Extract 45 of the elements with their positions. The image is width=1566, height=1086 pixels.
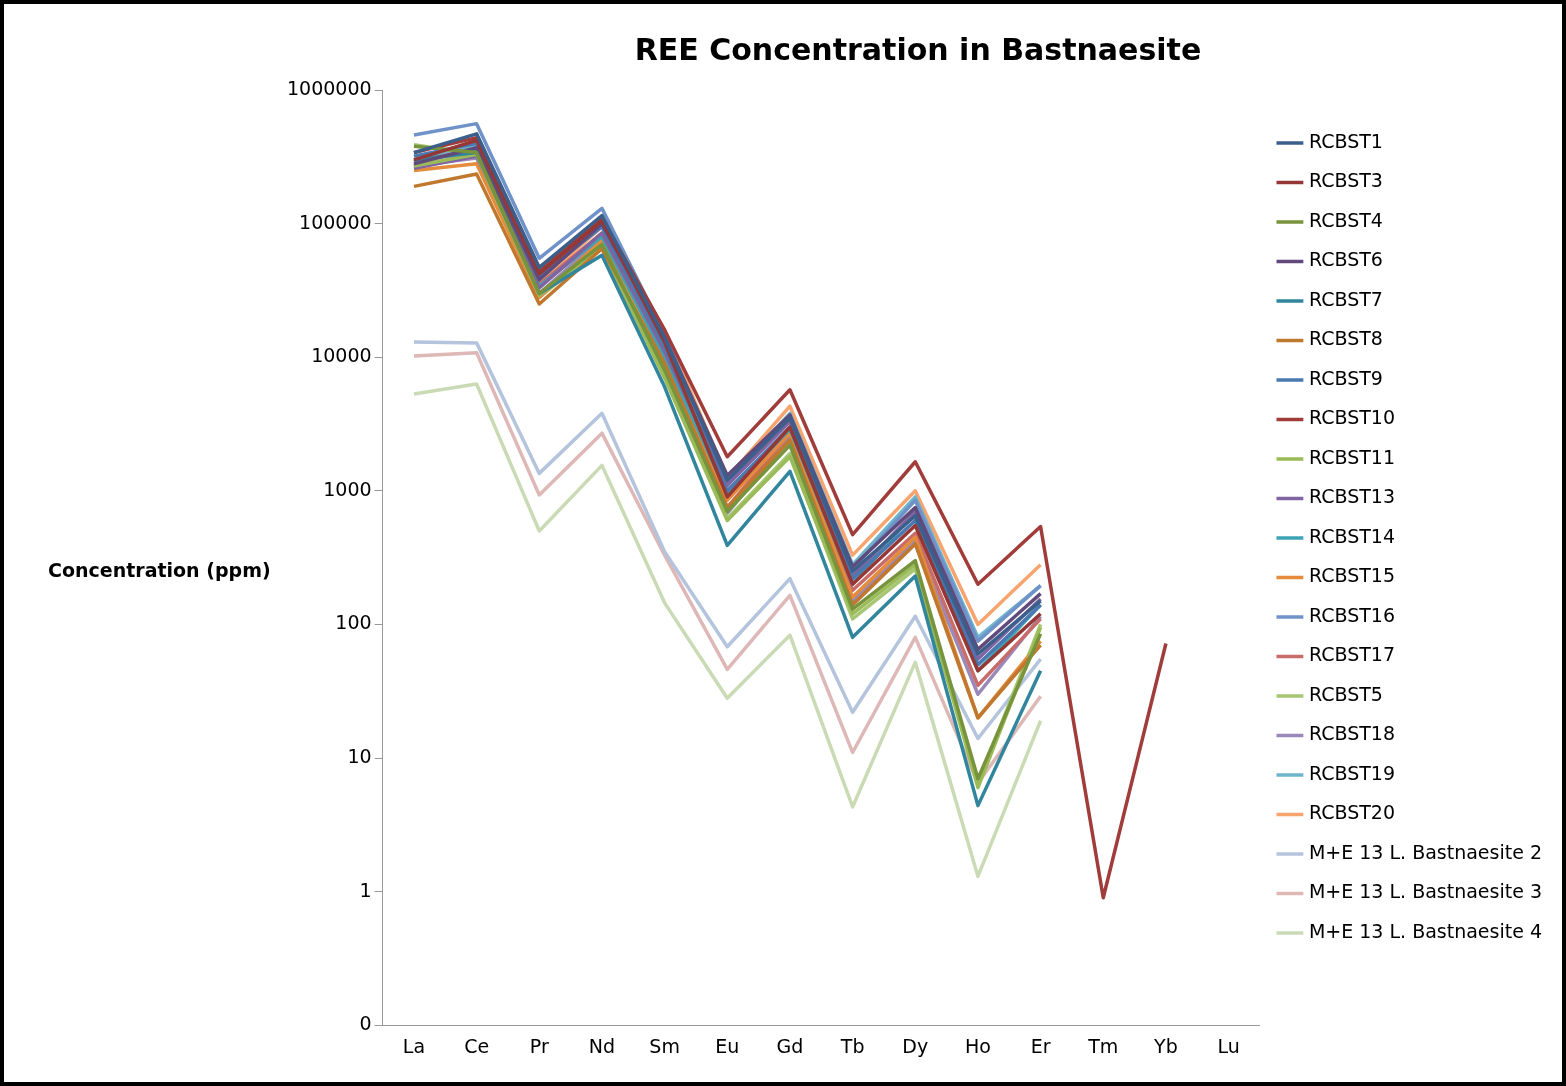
y-tick-label: 100 [335, 611, 372, 634]
legend-label: RCBST13 [1308, 485, 1395, 508]
x-tick-label: Ho [964, 1034, 991, 1057]
x-tick-label: Dy [902, 1034, 929, 1057]
y-tick-label: 100000 [299, 210, 372, 233]
legend-label: RCBST8 [1308, 327, 1383, 350]
legend-label: RCBST10 [1308, 406, 1395, 429]
legend-label: M+E 13 L. Bastnaesite 4 [1308, 919, 1543, 942]
legend-label: RCBST6 [1308, 248, 1383, 271]
x-tick-label: Er [1030, 1034, 1051, 1057]
legend-label: RCBST1 [1308, 129, 1383, 152]
x-tick-label: Tb [839, 1034, 865, 1057]
x-tick-label: Tm [1087, 1034, 1119, 1057]
y-axis-title: Concentration (ppm) [48, 559, 271, 581]
y-tick-label: 10 [347, 744, 372, 767]
x-tick-label: Nd [588, 1034, 616, 1057]
legend-label: RCBST17 [1308, 643, 1395, 666]
x-tick-label: Gd [776, 1034, 804, 1057]
legend-label: RCBST18 [1308, 722, 1395, 745]
legend-label: RCBST14 [1308, 524, 1395, 547]
x-tick-label: Eu [715, 1034, 740, 1057]
y-tick-label: 1000000 [286, 76, 372, 99]
legend-label: M+E 13 L. Bastnaesite 2 [1308, 840, 1543, 863]
legend-label: M+E 13 L. Bastnaesite 3 [1308, 880, 1543, 903]
legend-label: RCBST4 [1308, 208, 1383, 231]
chart-title: REE Concentration in Bastnaesite [634, 31, 1202, 67]
x-tick-label: Lu [1217, 1034, 1240, 1057]
legend-label: RCBST20 [1308, 801, 1395, 824]
legend-label: RCBST16 [1308, 603, 1395, 626]
legend-label: RCBST11 [1308, 445, 1395, 468]
y-tick-label: 10000 [311, 344, 372, 367]
y-tick-label: 1 [359, 878, 372, 901]
legend-label: RCBST5 [1308, 682, 1383, 705]
y-tick-label: 0 [359, 1012, 372, 1035]
legend-label: RCBST9 [1308, 366, 1383, 389]
x-tick-label: Yb [1153, 1034, 1178, 1057]
legend-label: RCBST19 [1308, 761, 1395, 784]
x-tick-label: Sm [649, 1034, 680, 1057]
legend-label: RCBST3 [1308, 169, 1383, 192]
x-tick-label: Ce [464, 1034, 490, 1057]
legend-label: RCBST15 [1308, 564, 1395, 587]
x-tick-label: La [402, 1034, 426, 1057]
y-tick-label: 1000 [323, 477, 372, 500]
x-tick-label: Pr [529, 1034, 549, 1057]
legend-label: RCBST7 [1308, 287, 1383, 310]
